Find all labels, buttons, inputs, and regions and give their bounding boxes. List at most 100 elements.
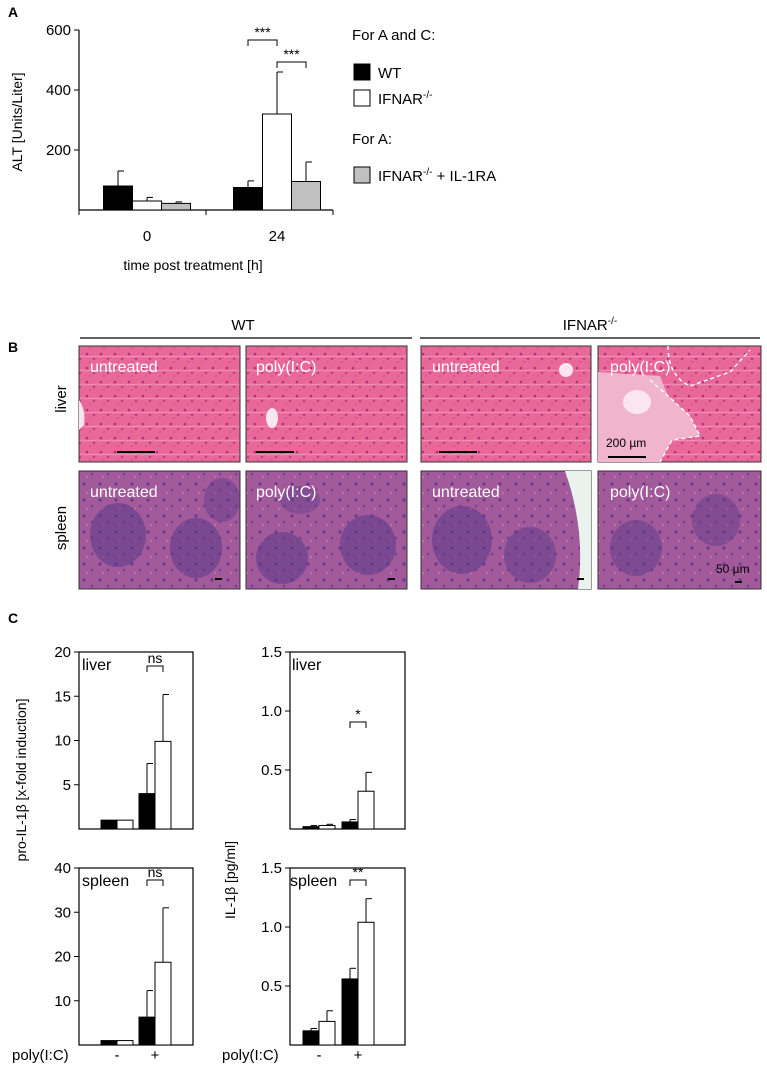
label-untreated: untreated [90,484,158,501]
chart-a-xlabel: time post treatment [h] [123,257,262,273]
bar [161,202,191,211]
ifnar-header: IFNAR-/- [563,316,617,334]
y-tick-label: 1.0 [261,919,282,936]
bar [262,113,292,211]
y-tick-label: 0.5 [261,978,282,995]
label-untreated: untreated [432,359,500,376]
row-label-spleen: spleen [53,506,70,550]
significance-bracket [349,721,367,728]
significance-bracket [146,879,164,886]
chart-a: ALT [Units/Liter] time post treatment [h… [9,72,263,273]
significance-label: ns [148,650,163,666]
significance-label: * [355,706,361,722]
plot-frame [78,867,194,1046]
panel-label-b: B [8,339,18,355]
c-tile-liver-left: liver [82,657,112,674]
plot-frame [78,651,194,830]
bar [291,181,321,211]
y-tick-label: 10 [54,733,71,750]
bar [302,826,320,830]
bar [116,1040,134,1046]
chart-C-liver-il1b: 1.5 1.0 0.5 * [261,644,406,830]
x-tick-label: 0 [143,228,151,245]
y-tick-label: 10 [54,993,71,1010]
bar [318,824,336,830]
chart-C-spleen-il1b: 1.5 1.0 0.5 ** [261,860,406,1046]
micrograph-ifnar-liver-polyic: poly(I:C) 200 µm [597,345,762,463]
scale-label-spleen: 50 µm [716,562,750,576]
bar [116,819,134,830]
bar [154,961,172,1046]
significance-label: ** [353,864,364,880]
bar [341,978,359,1046]
y-tick-label: 1.5 [261,644,282,661]
label-untreated: untreated [90,359,158,376]
chart-C-liver-pro: 20 15 10 5 ns [54,644,194,830]
panel-label-c: C [8,610,18,626]
legend-ifnar-sup: -/- [423,90,432,101]
micrograph-wt-spleen-polyic: poly(I:C) [245,470,408,590]
label-polyic: poly(I:C) [256,359,316,376]
y-tick-label: 15 [54,688,71,705]
significance-bracket [276,61,307,68]
row-label-liver: liver [53,385,70,413]
micrograph-wt-liver-untreated: untreated [78,345,241,463]
x-tick-label: 24 [269,228,286,245]
legend-ifnar-il1ra: IFNAR-/- + IL-1RA [378,167,496,185]
y-tick-label: 400 [46,82,71,99]
significance-bracket [146,665,164,672]
c-right-ylabel: IL-1β [pg/ml] [222,841,238,919]
legend-ifnar-il1ra-sup: -/- [423,167,432,178]
c-x-label-right: poly(I:C) [222,1047,279,1064]
bar [103,185,133,211]
label-polyic: poly(I:C) [256,484,316,501]
bar [100,819,118,830]
legend-for-ac: For A and C: [352,27,435,44]
y-tick-label: 5 [63,777,71,794]
bar [154,740,172,830]
bar [341,821,359,830]
chart-A: 0 24 600 400 200 *** *** [46,22,334,245]
bar [357,790,375,830]
chart-C-spleen-pro: 40 30 20 10 ns [54,860,194,1046]
legend-ifnar-il1ra-suffix: + IL-1RA [432,168,496,185]
significance-label: *** [283,46,300,62]
bar [357,921,375,1046]
histology-panel: WT IFNAR-/- liver spleen untreated poly(… [53,316,762,590]
bar [318,1020,336,1046]
micrograph-ifnar-liver-untreated: untreated [420,345,592,463]
bar [302,1030,320,1046]
y-tick-label: 200 [46,142,71,159]
bar [132,200,162,211]
micrograph-wt-liver-polyic: poly(I:C) [245,345,408,463]
legend-ifnar-il1ra-base: IFNAR [378,168,423,185]
c-tile-spleen-left: spleen [82,873,129,890]
label-untreated: untreated [432,484,500,501]
c-tile-spleen-right: spleen [290,873,337,890]
legend-ifnar-base: IFNAR [378,91,423,108]
bar [138,1016,156,1046]
y-tick-label: 20 [54,644,71,661]
y-tick-label: 600 [46,22,71,39]
y-tick-label: 20 [54,949,71,966]
ifnar-header-sup: -/- [608,316,617,327]
chart-a-ylabel: ALT [Units/Liter] [9,72,25,171]
significance-bracket [349,879,367,886]
scale-label-liver: 200 µm [606,436,646,450]
plot-frame [289,651,406,830]
ifnar-header-base: IFNAR [563,317,608,334]
wt-header: WT [231,317,254,334]
c-x-minus-right: - [317,1047,322,1064]
legend-swatch-ifnar-il1ra [353,166,371,184]
legend-for-a: For A: [352,131,392,148]
significance-bracket [247,39,278,46]
micrograph-wt-spleen-untreated: untreated [78,470,241,590]
significance-label: *** [254,24,271,40]
c-left-ylabel: pro-IL-1β [x-fold induction] [13,699,29,862]
bar [233,187,263,211]
y-tick-label: 40 [54,860,71,877]
y-tick-label: 30 [54,904,71,921]
label-polyic: poly(I:C) [610,484,670,501]
legend: For A and C: WT IFNAR-/- For A: IFNAR-/-… [352,27,496,185]
